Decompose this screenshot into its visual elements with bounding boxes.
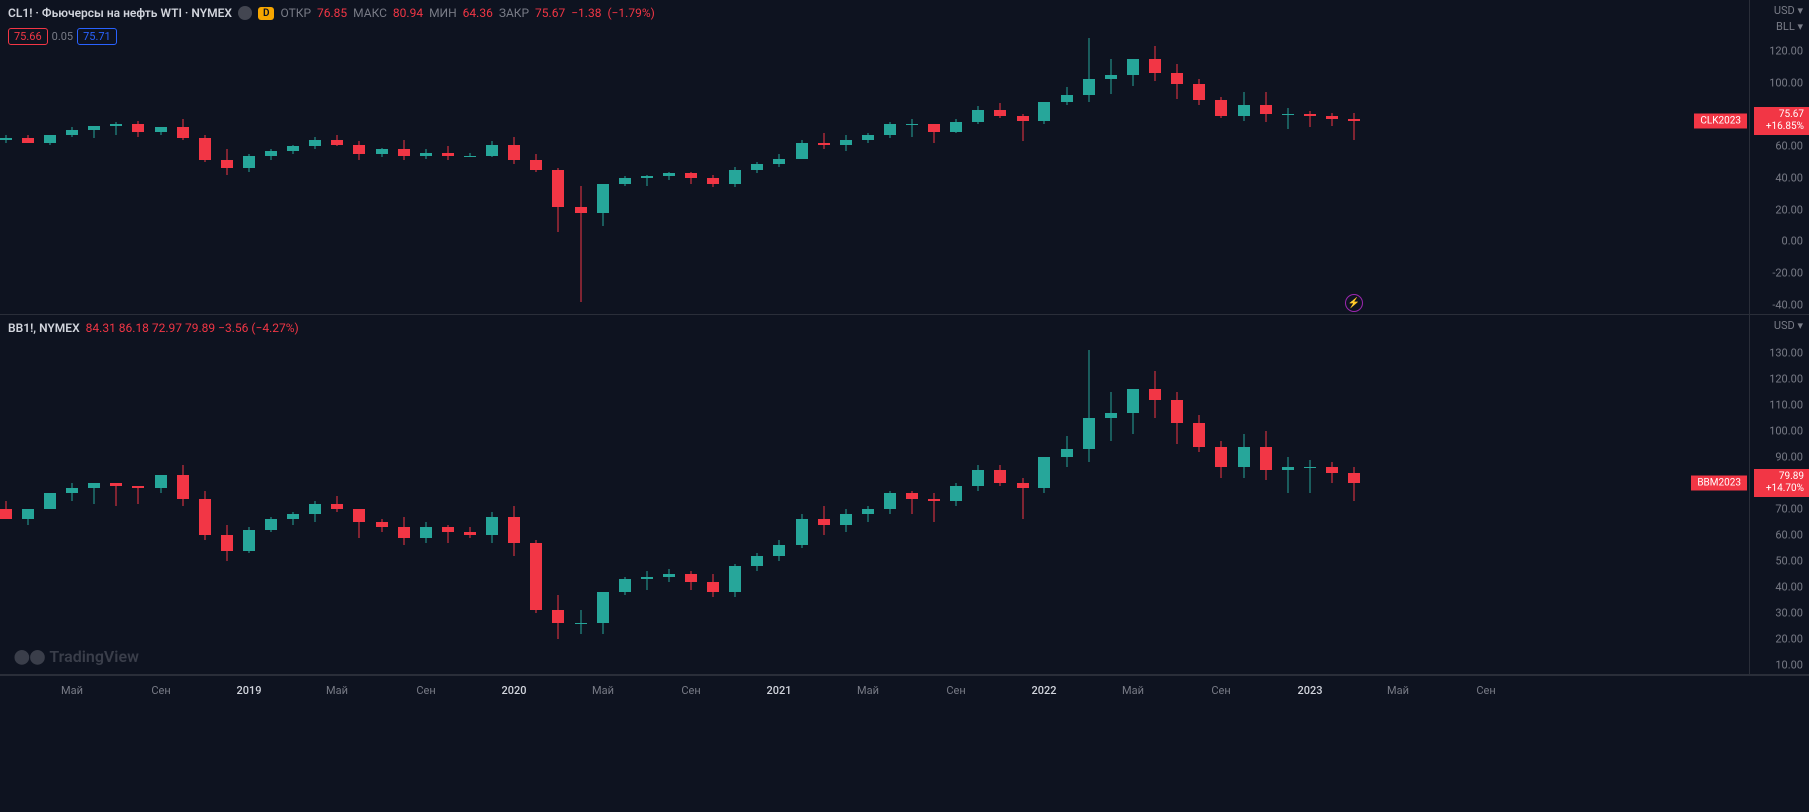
y-tick: 90.00 [1775, 451, 1803, 464]
x-tick: 2019 [236, 684, 261, 697]
y-tick: 10.00 [1775, 659, 1803, 672]
x-tick: Сен [946, 684, 965, 697]
y-tick: -20.00 [1772, 267, 1803, 280]
y-tick: 110.00 [1769, 399, 1803, 412]
x-tick: 2020 [501, 684, 526, 697]
x-tick: Сен [151, 684, 170, 697]
time-axis[interactable]: Май Сен 2019 Май Сен 2020 Май Сен 2021 Май Сен 2022… [0, 675, 1809, 705]
symbol-code: CL1! [8, 6, 32, 20]
x-tick: Сен [416, 684, 435, 697]
low-label: МИН [429, 6, 457, 20]
tradingview-watermark: ⬤⬤ TradingView [14, 647, 139, 666]
y-tick: 0.00 [1782, 235, 1803, 248]
tradingview-logo-icon: ⬤⬤ [14, 649, 45, 665]
y-tick: 40.00 [1775, 171, 1803, 184]
currency-text: USD [1774, 4, 1795, 17]
top-chart-area[interactable] [0, 0, 1749, 314]
y-tick: 100.00 [1769, 425, 1803, 438]
interval-badge[interactable]: D [258, 7, 275, 20]
x-tick: Май [1122, 684, 1144, 697]
symbol-description: Фьючерсы на нефть WTI [42, 6, 182, 20]
y-tick: 70.00 [1775, 503, 1803, 516]
bottom-currency-selector[interactable]: USD ▾ [1774, 319, 1803, 332]
bottom-price-marker: 79.89 +14.70% [1754, 469, 1809, 497]
lightning-icon[interactable]: ⚡ [1345, 294, 1363, 312]
y-tick: 120.00 [1769, 373, 1803, 386]
bottom-ohlc-values: 84.31 86.18 72.97 79.89 −3.56 (−4.27%) [86, 321, 299, 335]
visibility-icon[interactable] [238, 6, 252, 20]
y-tick: 40.00 [1775, 581, 1803, 594]
x-tick: Май [61, 684, 83, 697]
x-tick: Май [857, 684, 879, 697]
open-label: ОТКР [280, 6, 311, 20]
y-tick: 60.00 [1775, 529, 1803, 542]
y-tick: -40.00 [1772, 299, 1803, 312]
open-value: 76.85 [317, 6, 347, 20]
x-tick: 2023 [1297, 684, 1322, 697]
y-tick: 20.00 [1775, 633, 1803, 646]
bottom-marker-change: +14.70% [1759, 483, 1804, 495]
bid-badge[interactable]: 75.66 [8, 28, 48, 45]
bottom-chart-area[interactable] [0, 315, 1749, 674]
marker-price: 75.67 [1759, 109, 1804, 121]
top-chart-panel: CL1! · Фьючерсы на нефть WTI · NYMEX D О… [0, 0, 1809, 315]
x-tick: Сен [1476, 684, 1495, 697]
price-marker: 75.67 +16.85% [1754, 107, 1809, 135]
ask-badge[interactable]: 75.71 [77, 28, 117, 45]
top-price-axis[interactable]: USD ▾ BLL ▾ 120.00100.0080.0060.0040.002… [1749, 0, 1809, 314]
symbol-title[interactable]: CL1! · Фьючерсы на нефть WTI · NYMEX [8, 6, 232, 20]
bottom-chart-panel: BB1!, NYMEX 84.31 86.18 72.97 79.89 −3.5… [0, 315, 1809, 675]
bottom-symbol-title[interactable]: BB1!, NYMEX [8, 321, 80, 335]
bottom-contract-label: BBM2023 [1691, 476, 1747, 491]
y-tick: 60.00 [1775, 140, 1803, 153]
x-tick: Май [592, 684, 614, 697]
indicator-text: BLL [1776, 20, 1795, 33]
high-label: МАКС [353, 6, 387, 20]
spread-value: 0.05 [52, 30, 73, 43]
watermark-text: TradingView [49, 647, 139, 666]
high-value: 80.94 [393, 6, 423, 20]
contract-label: CLK2023 [1694, 114, 1747, 129]
bottom-price-axis[interactable]: USD ▾ 130.00120.00110.00100.0090.0080.00… [1749, 315, 1809, 674]
exchange-name: NYMEX [191, 6, 232, 20]
marker-change: +16.85% [1759, 121, 1804, 133]
y-tick: 30.00 [1775, 607, 1803, 620]
x-tick: Сен [681, 684, 700, 697]
y-tick: 20.00 [1775, 203, 1803, 216]
bottom-currency-text: USD [1774, 319, 1795, 332]
y-tick: 130.00 [1769, 347, 1803, 360]
y-tick: 50.00 [1775, 555, 1803, 568]
indicator-selector[interactable]: BLL ▾ [1776, 20, 1803, 33]
top-chart-header: CL1! · Фьючерсы на нефть WTI · NYMEX D О… [8, 6, 655, 20]
x-tick: 2021 [766, 684, 791, 697]
close-label: ЗАКР [499, 6, 529, 20]
x-tick: Май [1387, 684, 1409, 697]
low-value: 64.36 [463, 6, 493, 20]
y-tick: 120.00 [1769, 44, 1803, 57]
currency-selector[interactable]: USD ▾ [1774, 4, 1803, 17]
change-value: −1.38 [571, 6, 601, 20]
y-tick: 100.00 [1769, 76, 1803, 89]
close-value: 75.67 [535, 6, 565, 20]
x-tick: Сен [1211, 684, 1230, 697]
bottom-marker-price: 79.89 [1759, 471, 1804, 483]
x-tick: Май [326, 684, 348, 697]
change-percent: (−1.79%) [607, 6, 654, 20]
bottom-chart-header: BB1!, NYMEX 84.31 86.18 72.97 79.89 −3.5… [8, 321, 299, 335]
bid-ask-row: 75.66 0.05 75.71 [8, 28, 117, 45]
x-tick: 2022 [1031, 684, 1056, 697]
